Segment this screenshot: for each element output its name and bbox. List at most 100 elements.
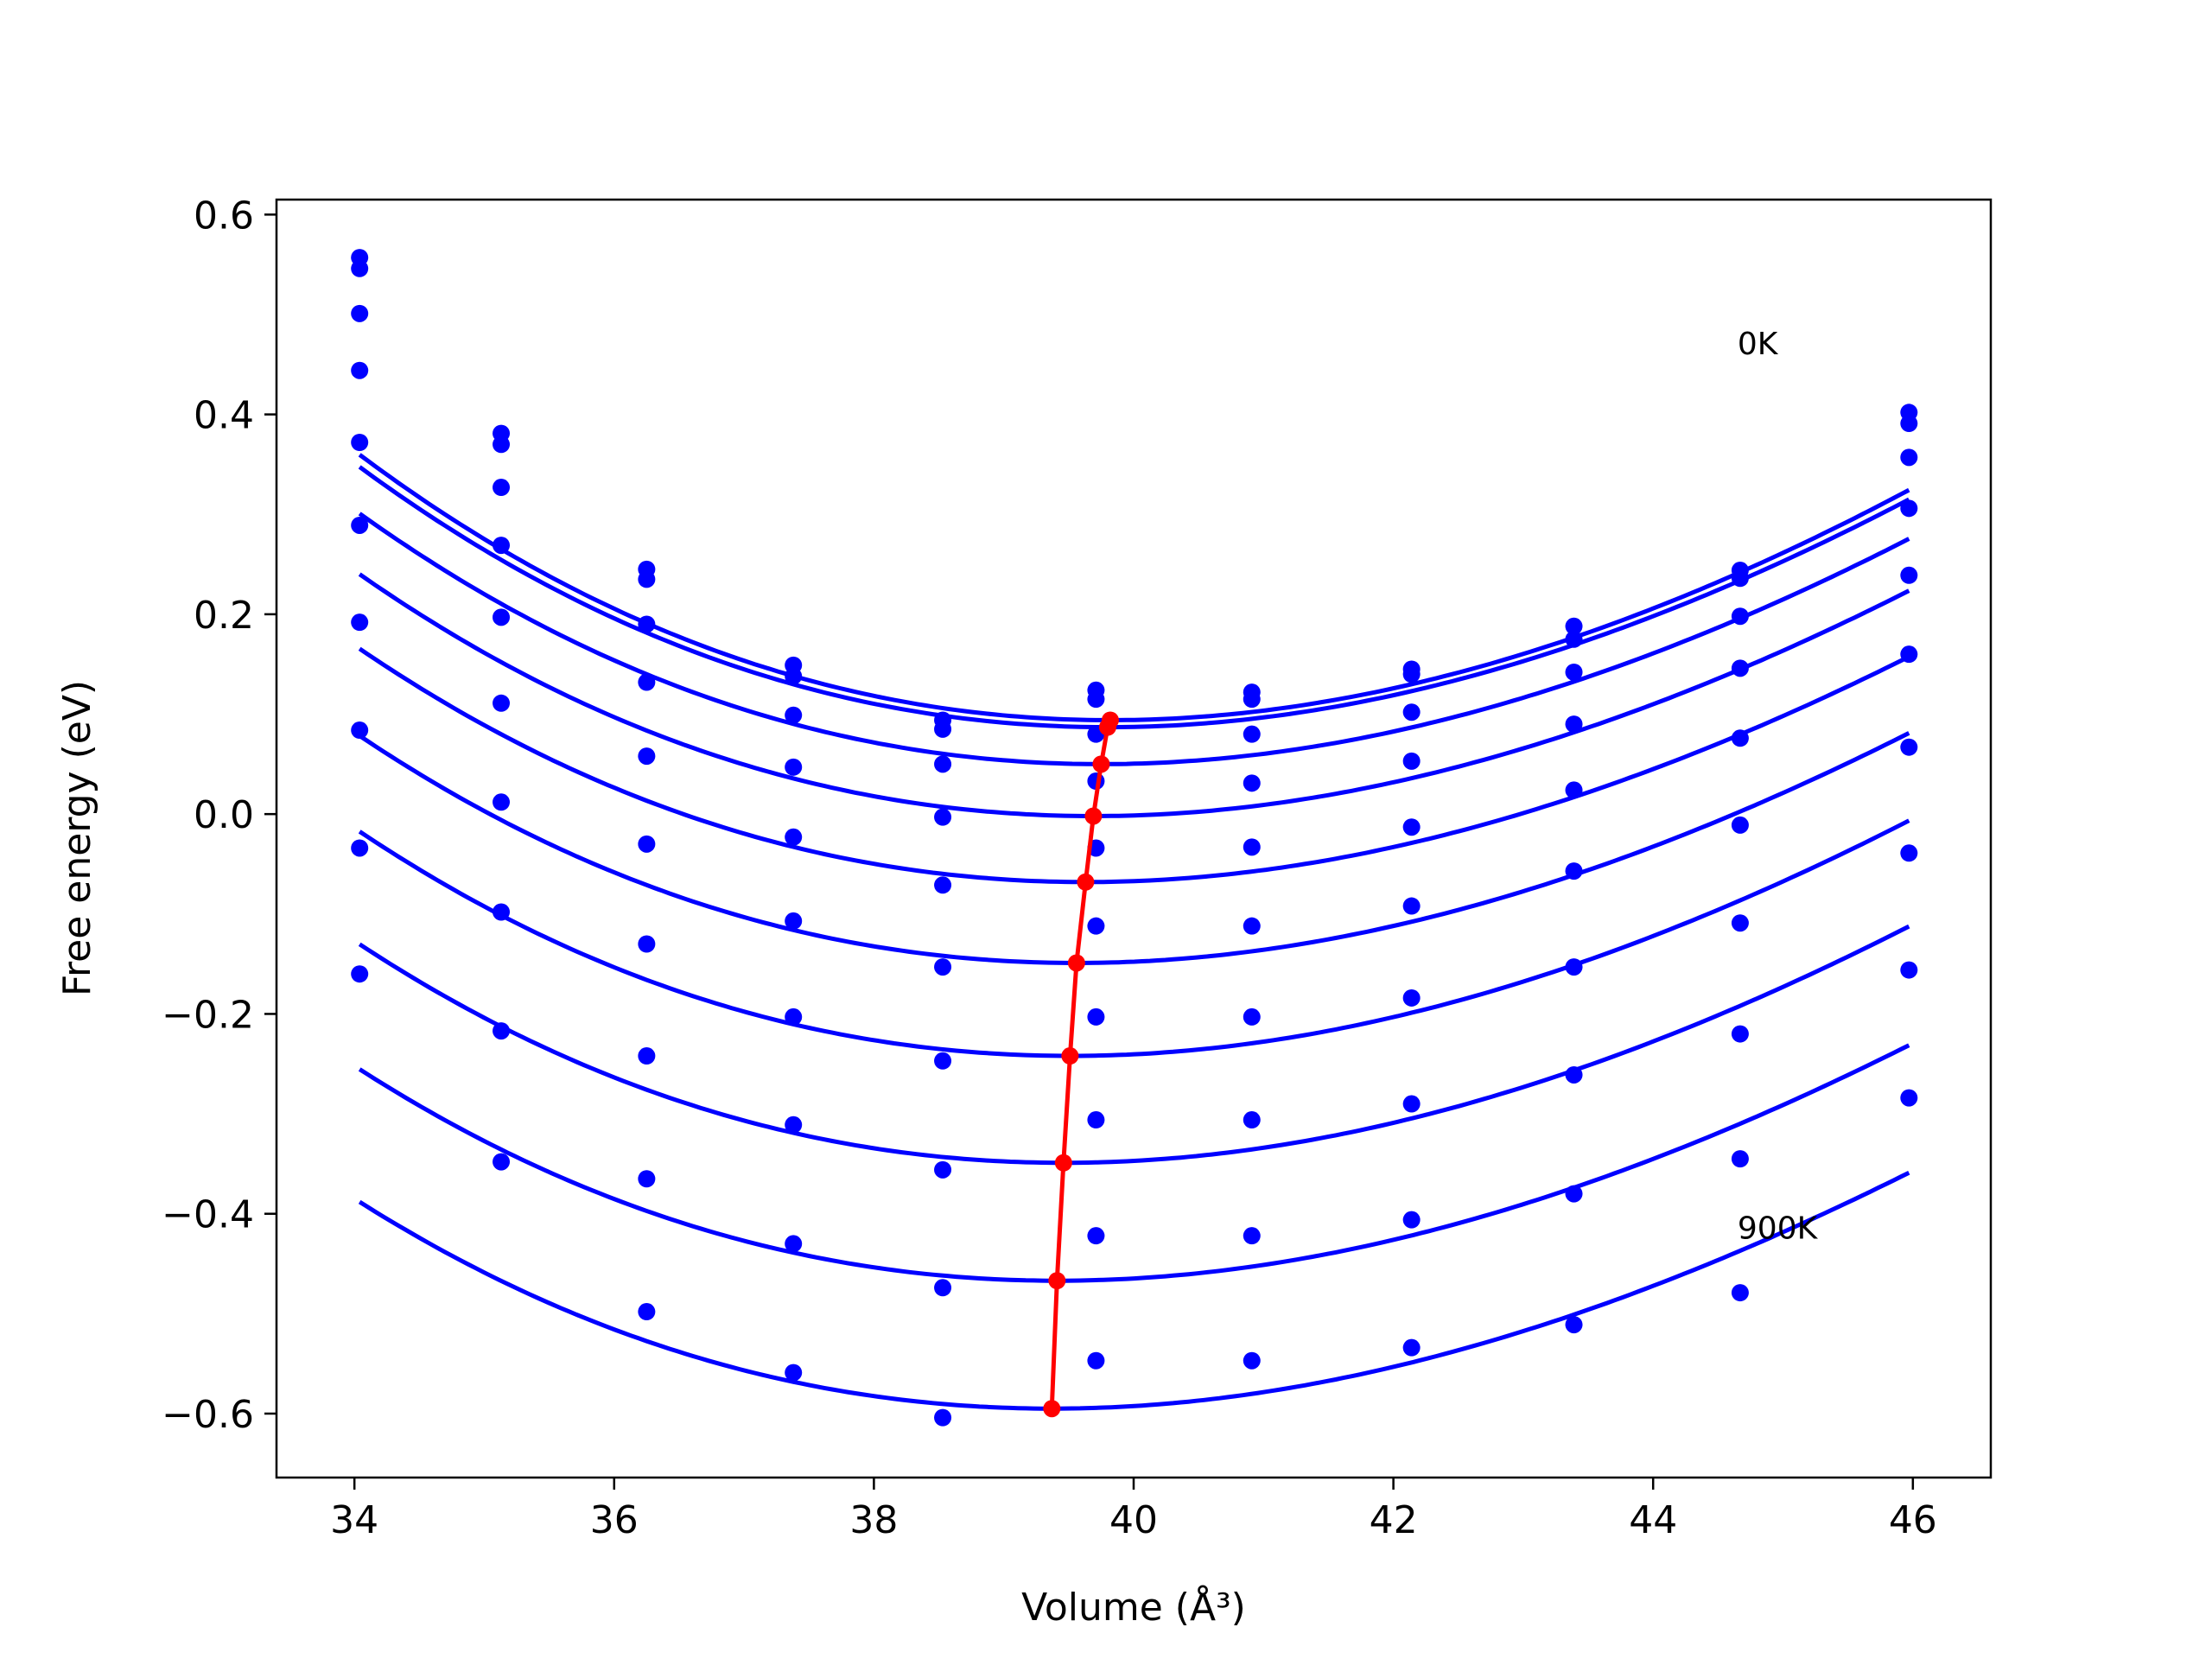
data-point [638,835,656,853]
fit-curve-6 [358,818,1910,1058]
x-tick-label: 46 [1889,1498,1937,1542]
data-point [1565,1065,1583,1084]
minimum-point [1084,807,1103,825]
data-point [1087,1111,1105,1129]
data-point [1900,1089,1918,1107]
data-point [785,1363,803,1382]
data-point [351,304,369,322]
data-point [1402,1211,1421,1229]
data-point [1087,1351,1105,1370]
data-point [638,1047,656,1065]
data-point [1402,665,1421,683]
data-point [1243,1007,1261,1026]
data-point [638,570,656,588]
data-point [493,793,511,811]
data-point [351,721,369,740]
data-point [1565,1316,1583,1334]
fit-curve-4 [358,646,1910,885]
fit-curve-1 [358,465,1910,730]
data-point [1243,725,1261,743]
data-point [638,1170,656,1188]
fit-curve-3 [358,572,1910,818]
data-point [638,935,656,953]
data-point [638,615,656,633]
data-point [1731,659,1749,677]
y-tick-label: 0.4 [194,394,254,438]
data-point [638,673,656,691]
data-point [493,694,511,712]
data-point [785,828,803,846]
data-point [934,720,952,738]
data-point [934,1052,952,1070]
data-point [1731,816,1749,834]
y-tick-label: 0.2 [194,594,254,638]
y-axis-ticks: −0.6 −0.4 −0.2 0.0 0.2 0.4 0.6 [162,194,276,1437]
x-axis-ticks: 34 36 38 40 42 44 46 [330,1478,1937,1542]
x-tick-label: 44 [1629,1498,1677,1542]
data-point [351,516,369,534]
y-tick-label: 0.6 [194,194,254,238]
data-point [1402,703,1421,721]
data-point [1087,1007,1105,1026]
minimum-line [1043,711,1119,1418]
data-point [638,747,656,766]
data-point [1731,1150,1749,1168]
data-point [1731,607,1749,626]
fit-curve-9 [358,1170,1910,1411]
minimum-point [1067,954,1085,972]
data-point [351,839,369,857]
data-point [785,1235,803,1253]
annotation-label: 0K [1738,327,1779,362]
data-point [934,1408,952,1427]
data-point [785,706,803,724]
data-point [1900,448,1918,467]
fit-curve-0 [358,453,1910,723]
data-point [1243,1111,1261,1129]
data-point [1402,1095,1421,1113]
data-point [1900,645,1918,664]
data-point [785,912,803,930]
fit-curve-8 [358,1043,1910,1283]
fit-curve-7 [358,924,1910,1166]
data-point [351,965,369,983]
data-point [934,1279,952,1297]
y-tick-label: −0.6 [162,1393,254,1437]
data-point [638,1303,656,1321]
data-point [351,613,369,632]
data-point [785,1007,803,1026]
data-point [1087,1227,1105,1245]
data-point [934,876,952,894]
data-points [351,249,1918,1427]
minimum-point [1077,873,1095,891]
annotation-label: 900K [1738,1211,1819,1247]
data-point [493,479,511,497]
data-point [1900,415,1918,433]
data-point [1731,729,1749,747]
data-point [351,259,369,277]
data-point [934,958,952,976]
data-point [1087,690,1105,709]
x-tick-label: 38 [849,1498,898,1542]
data-point [1243,917,1261,935]
data-point [1565,781,1583,799]
data-point [1243,1351,1261,1370]
y-tick-label: −0.4 [162,1193,254,1237]
data-point [1243,838,1261,856]
data-point [1565,1185,1583,1203]
data-point [1731,1284,1749,1302]
fitted-curves [358,453,1910,1411]
annotations: 0K 900K [1738,327,1819,1246]
data-point [1565,715,1583,734]
x-axis-title: Volume (Å³) [1021,1584,1246,1630]
data-point [1731,1025,1749,1043]
data-point [1402,897,1421,915]
minimum-point [1061,1047,1079,1065]
data-point [934,808,952,826]
data-point [785,1116,803,1134]
data-point [1565,630,1583,648]
data-point [934,1160,952,1179]
data-point [1565,663,1583,681]
data-point [1900,499,1918,518]
y-tick-label: 0.0 [194,793,254,837]
